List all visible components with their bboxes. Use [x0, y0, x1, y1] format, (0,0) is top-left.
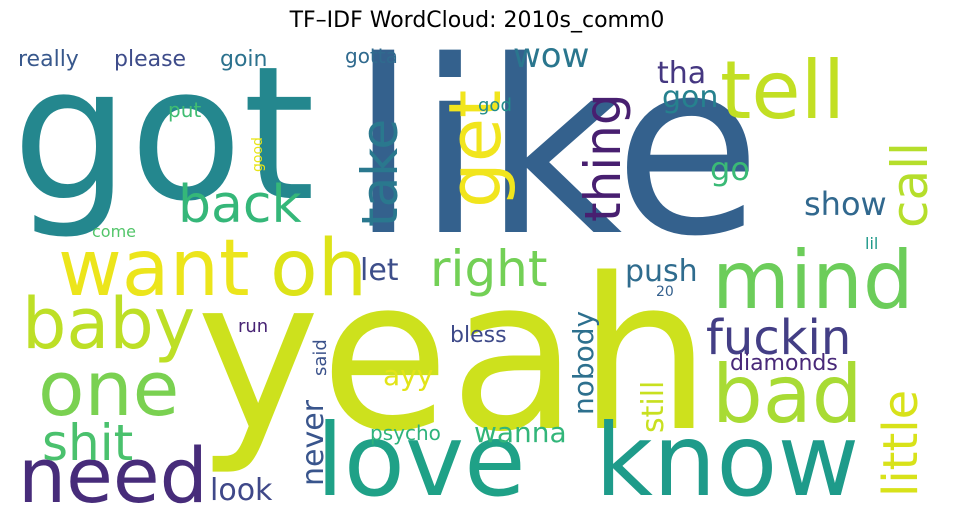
- word-god: god: [478, 95, 512, 116]
- word-please: please: [114, 47, 186, 72]
- word-look: look: [210, 473, 273, 508]
- word-know: know: [595, 402, 859, 519]
- word-tell: tell: [720, 44, 845, 137]
- word-never: never: [296, 399, 331, 486]
- word-love: love: [316, 402, 526, 519]
- word-yeah: yeah: [196, 233, 711, 478]
- word-ayy: ayy: [383, 359, 433, 392]
- word-get: get: [433, 90, 517, 208]
- word-put: put: [168, 98, 201, 122]
- word-wow: wow: [513, 36, 589, 76]
- word-bad: bad: [712, 348, 863, 441]
- word-goin: goin: [220, 47, 267, 72]
- word-run: run: [238, 316, 268, 337]
- word-back: back: [178, 175, 302, 235]
- word-gon: gon: [662, 80, 718, 115]
- word-push: push: [625, 254, 698, 289]
- word-baby: baby: [22, 283, 195, 365]
- word-thing: thing: [574, 93, 632, 222]
- word-shit: shit: [42, 414, 133, 472]
- word-good: good: [250, 137, 266, 172]
- word-wanna: wanna: [474, 416, 567, 449]
- word-fuckin: fuckin: [706, 310, 851, 366]
- word-20: 20: [656, 284, 674, 300]
- word-lil: lil: [865, 234, 878, 253]
- word-take: take: [351, 119, 409, 227]
- word-need: need: [18, 431, 208, 520]
- word-let: let: [360, 253, 399, 288]
- word-said: said: [310, 339, 331, 376]
- word-nobody: nobody: [567, 311, 600, 415]
- word-right: right: [430, 240, 547, 298]
- word-show: show: [804, 185, 887, 223]
- word-go: go: [710, 150, 750, 188]
- word-want: want: [58, 224, 250, 314]
- word-tha: tha: [657, 56, 706, 91]
- word-really: really: [18, 47, 79, 72]
- word-call: call: [881, 142, 939, 228]
- word-psycho: psycho: [370, 421, 441, 445]
- word-little: little: [873, 390, 929, 497]
- word-like: like: [350, 9, 761, 289]
- word-still: still: [636, 381, 671, 433]
- word-one: one: [38, 344, 179, 433]
- word-gotta: gotta: [345, 44, 398, 68]
- word-got: got: [12, 26, 315, 242]
- word-bless: bless: [450, 323, 507, 348]
- chart-title: TF–IDF WordCloud: 2010s_comm0: [289, 8, 665, 33]
- word-diamonds: diamonds: [730, 351, 838, 376]
- word-oh: oh: [270, 224, 367, 314]
- word-mind: mind: [712, 234, 914, 327]
- word-come: come: [92, 222, 136, 241]
